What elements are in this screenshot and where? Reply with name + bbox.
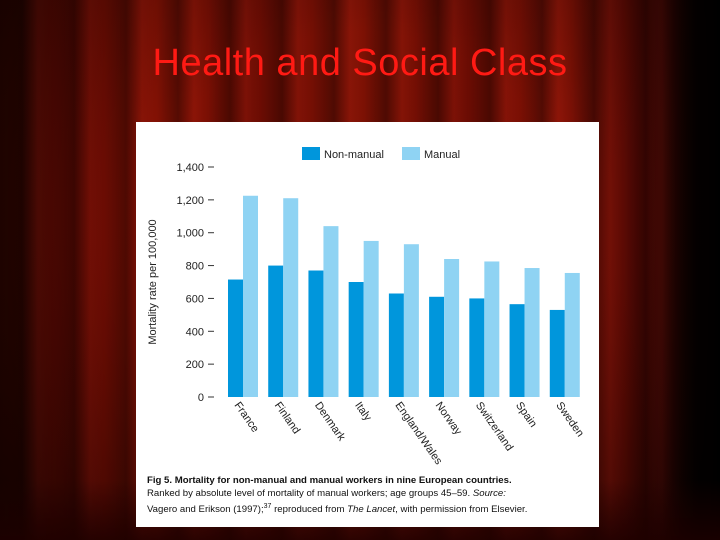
chart-figure: Non-manual Manual 0 200 400 600 800 1,000 1,200… bbox=[136, 122, 599, 527]
bar-manual bbox=[323, 226, 339, 397]
caption-fig-label: Fig 5. bbox=[147, 475, 173, 486]
bar-manual bbox=[363, 240, 379, 397]
y-axis-label: Mortality rate per 100,000 bbox=[147, 219, 159, 344]
x-tick-label: Sweden bbox=[553, 400, 586, 439]
caption-bold-text: Mortality for non-manual and manual work… bbox=[174, 475, 512, 486]
caption-source-text: Vagero and Erikson (1997); bbox=[147, 504, 264, 516]
bar-chart: Non-manual Manual 0 200 400 600 800 1,000 1,200… bbox=[147, 147, 586, 468]
bar-non-manual bbox=[429, 296, 445, 397]
caption-line2: Ranked by absolute level of mortality of… bbox=[147, 488, 471, 499]
bar-manual bbox=[444, 259, 460, 397]
bar-non-manual bbox=[469, 298, 485, 397]
bar-manual bbox=[524, 268, 540, 397]
caption-reproduced: reproduced from bbox=[274, 504, 345, 516]
slide-title: Health and Social Class bbox=[152, 42, 568, 84]
legend-label-1: Manual bbox=[424, 149, 460, 161]
bar-manual bbox=[283, 198, 299, 397]
chart-legend: Non-manual Manual bbox=[302, 147, 460, 161]
x-tick-label: Denmark bbox=[312, 400, 348, 444]
caption-ref: 37 bbox=[263, 503, 272, 510]
figure-caption: Fig 5. Mortality for non-manual and manu… bbox=[147, 474, 597, 516]
y-tick-label: 200 bbox=[186, 359, 204, 371]
caption-journal: The Lancet bbox=[347, 504, 396, 516]
bar-manual bbox=[243, 195, 258, 397]
x-tick-label: Norway bbox=[433, 400, 465, 438]
x-tick-label: Italy bbox=[352, 400, 374, 424]
caption-source-label: Source: bbox=[472, 488, 506, 499]
bar-non-manual bbox=[509, 304, 525, 397]
legend-swatch-1 bbox=[402, 147, 420, 160]
y-axis: 0 200 400 600 800 1,000 1,200 1,400 Mortality ra… bbox=[147, 162, 214, 404]
y-tick-label: 800 bbox=[186, 261, 204, 273]
y-tick-label: 400 bbox=[186, 326, 204, 338]
legend-label-0: Non-manual bbox=[324, 149, 384, 161]
curtain-shadow-right bbox=[650, 0, 720, 540]
bar-non-manual bbox=[388, 293, 404, 397]
x-tick-label: Switzerland bbox=[473, 400, 515, 453]
bars-group bbox=[228, 195, 580, 397]
bar-manual bbox=[403, 244, 419, 397]
y-tick-label: 0 bbox=[198, 392, 204, 404]
bar-non-manual bbox=[228, 279, 243, 397]
x-tick-label: Spain bbox=[513, 400, 539, 430]
y-tick-label: 1,000 bbox=[176, 228, 204, 240]
bar-non-manual bbox=[308, 270, 324, 397]
y-tick-label: 1,200 bbox=[176, 195, 204, 207]
y-tick-label: 600 bbox=[186, 293, 204, 305]
bar-non-manual bbox=[549, 309, 565, 397]
bar-non-manual bbox=[348, 282, 364, 397]
caption-permission: , with permission from Elsevier. bbox=[395, 504, 528, 516]
x-tick-label: France bbox=[232, 400, 261, 435]
bar-manual bbox=[484, 261, 500, 397]
bar-non-manual bbox=[268, 265, 284, 397]
x-axis-labels: France Finland Denmark Italy England/WalesNo… bbox=[232, 400, 586, 468]
legend-swatch-0 bbox=[302, 147, 320, 160]
bar-manual bbox=[564, 272, 580, 397]
x-tick-label: Finland bbox=[272, 400, 303, 436]
y-tick-label: 1,400 bbox=[176, 162, 204, 174]
